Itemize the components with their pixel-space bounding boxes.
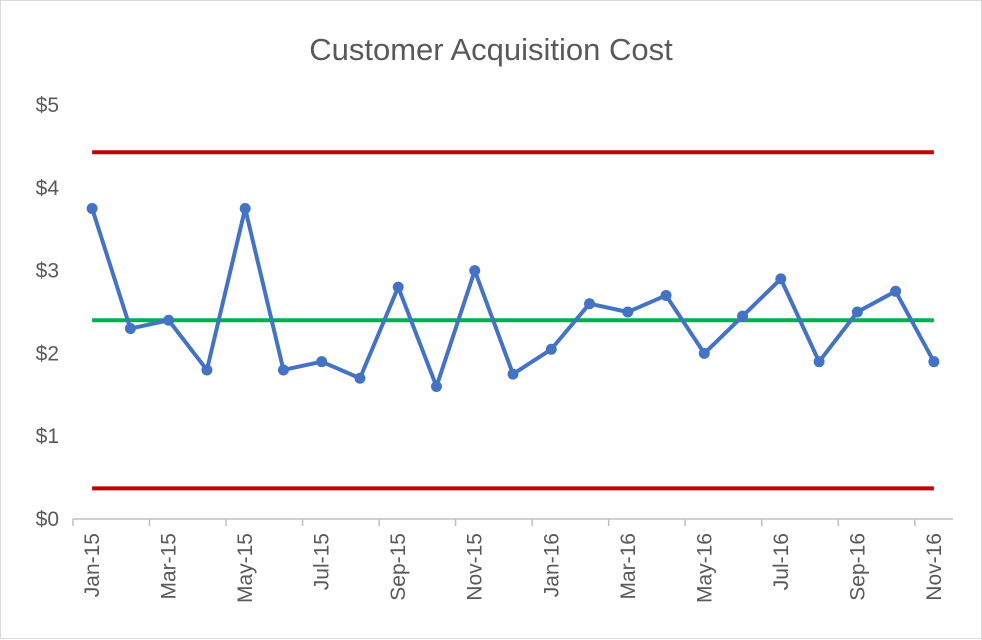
data-point xyxy=(928,356,940,368)
data-point xyxy=(622,306,634,318)
data-point xyxy=(813,356,825,368)
x-axis-tickmarks xyxy=(72,519,916,526)
data-point xyxy=(737,310,749,322)
x-tick-label: Mar-15 xyxy=(158,533,181,600)
data-point xyxy=(584,298,596,310)
data-point xyxy=(775,273,787,285)
x-tick-label: Nov-15 xyxy=(464,533,487,601)
data-point xyxy=(124,323,136,335)
data-point xyxy=(698,347,710,359)
x-tick-label: Jul-15 xyxy=(311,533,334,590)
y-axis-ticks: $0 $1 $2 $3 $4 $5 xyxy=(36,94,60,531)
x-tick-label: Mar-16 xyxy=(617,533,640,600)
series-line xyxy=(90,206,936,389)
data-point xyxy=(507,368,519,380)
data-point xyxy=(851,306,863,318)
y-tick-label: $2 xyxy=(36,342,59,365)
data-point xyxy=(545,343,557,355)
data-point xyxy=(469,265,481,277)
x-tick-label: Jul-16 xyxy=(770,533,793,590)
chart-title: Customer Acquisition Cost xyxy=(309,32,673,67)
x-axis-ticks: Jan-15 Mar-15 May-15 Jul-15 Sep-15 Nov-15 Jan-… xyxy=(81,533,946,603)
x-tick-label: Sep-15 xyxy=(387,533,410,601)
x-tick-label: Nov-16 xyxy=(923,533,946,601)
y-tick-label: $5 xyxy=(36,94,59,117)
data-point xyxy=(890,285,902,297)
data-point xyxy=(163,314,175,326)
data-point xyxy=(316,356,328,368)
x-tick-label: May-16 xyxy=(693,533,716,603)
data-point xyxy=(392,281,404,293)
y-tick-label: $1 xyxy=(36,425,59,448)
data-series xyxy=(86,203,940,393)
x-tick-label: May-15 xyxy=(234,533,257,603)
data-point xyxy=(354,372,366,384)
x-tick-label: Jan-15 xyxy=(81,533,104,597)
y-tick-label: $0 xyxy=(36,508,59,531)
data-point xyxy=(86,203,98,214)
reference-lines xyxy=(92,150,934,491)
data-point xyxy=(660,289,672,301)
y-tick-label: $4 xyxy=(36,177,60,200)
data-point xyxy=(201,364,213,376)
data-point xyxy=(430,381,442,393)
data-point xyxy=(277,364,289,376)
data-point xyxy=(239,203,251,214)
x-tick-label: Jan-16 xyxy=(540,533,563,597)
x-tick-label: Sep-16 xyxy=(846,533,869,601)
y-tick-label: $3 xyxy=(36,260,59,283)
